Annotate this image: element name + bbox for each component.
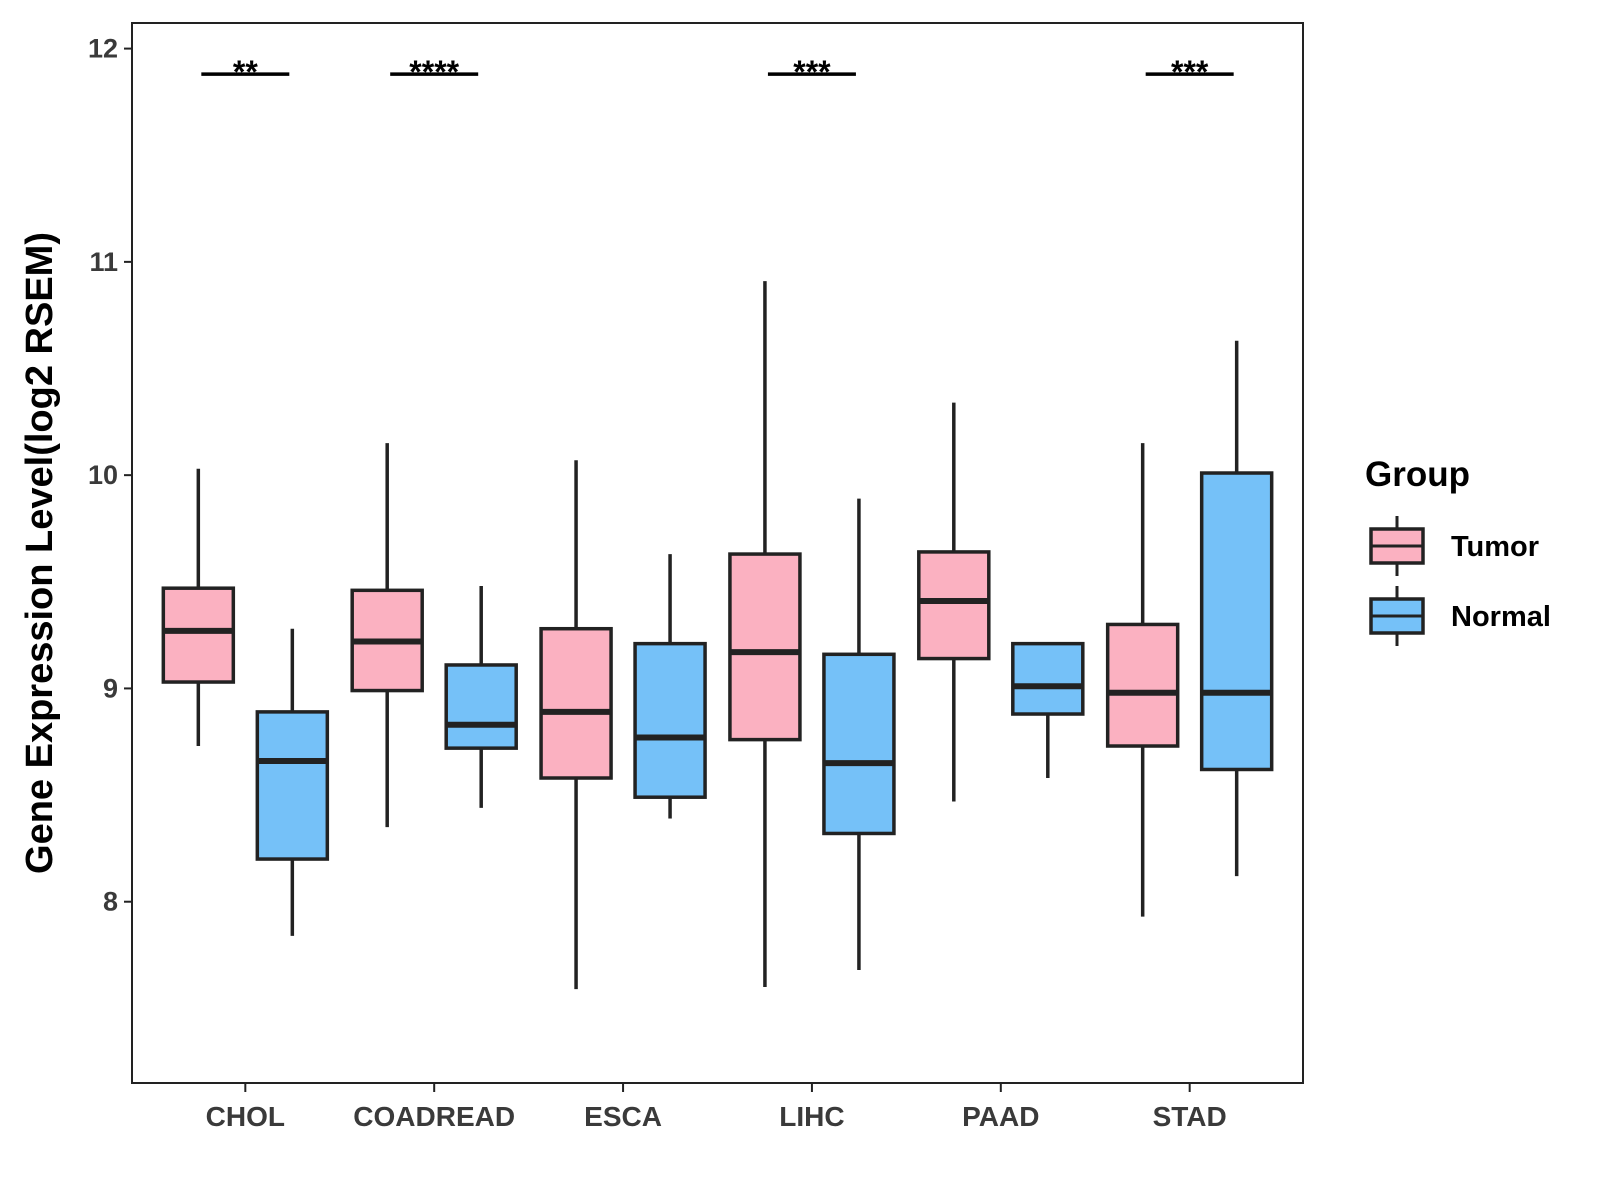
- plot-panel-border: [131, 22, 1304, 1084]
- box-iqr: [728, 552, 802, 742]
- box-normal-paad: [1011, 641, 1085, 779]
- box-tumor-paad: [917, 402, 991, 802]
- y-axis-title: Gene Expression Level(log2 RSEM): [19, 232, 61, 874]
- box-tumor-coadread: [350, 443, 424, 828]
- box-iqr: [1199, 471, 1274, 772]
- x-tick-label-chol: CHOL: [206, 1101, 285, 1132]
- box-iqr: [1105, 622, 1180, 748]
- box-normal-coadread: [444, 586, 518, 808]
- box-iqr: [255, 710, 330, 861]
- x-tick-label-lihc: LIHC: [779, 1101, 844, 1132]
- box-iqr: [539, 626, 613, 780]
- box-normal-chol: [255, 628, 330, 936]
- y-tick-label: 11: [89, 247, 118, 277]
- significance-label: ***: [793, 54, 831, 90]
- box-iqr: [161, 586, 236, 684]
- y-tick-label: 10: [88, 460, 118, 490]
- box-iqr: [917, 550, 991, 661]
- box-tumor-chol: [161, 468, 236, 747]
- box-iqr: [633, 641, 707, 799]
- x-tick-label-esca: ESCA: [584, 1101, 662, 1132]
- box-normal-esca: [633, 554, 707, 819]
- significance-label: ****: [409, 54, 459, 90]
- box-iqr: [444, 663, 518, 750]
- x-tick-label-stad: STAD: [1153, 1101, 1227, 1132]
- box-iqr: [822, 652, 896, 836]
- legend-item-tumor: Tumor: [1369, 516, 1539, 576]
- legend-title: Group: [1365, 455, 1470, 494]
- legend-label-tumor: Tumor: [1451, 531, 1539, 563]
- significance-label: **: [233, 54, 258, 90]
- x-tick-label-paad: PAAD: [962, 1101, 1039, 1132]
- box-tumor-stad: [1105, 443, 1180, 917]
- y-tick-label: 8: [103, 887, 118, 917]
- box-tumor-esca: [539, 460, 613, 990]
- legend-label-normal: Normal: [1451, 601, 1551, 633]
- box-tumor-lihc: [728, 281, 802, 988]
- x-tick-label-coadread: COADREAD: [353, 1101, 515, 1132]
- legend-item-normal: Normal: [1369, 586, 1551, 646]
- significance-label: ***: [1171, 54, 1209, 90]
- y-tick-label: 12: [88, 34, 118, 64]
- y-tick-label: 9: [103, 673, 118, 703]
- box-normal-lihc: [822, 498, 896, 970]
- box-iqr: [1011, 641, 1085, 716]
- box-normal-stad: [1199, 340, 1274, 877]
